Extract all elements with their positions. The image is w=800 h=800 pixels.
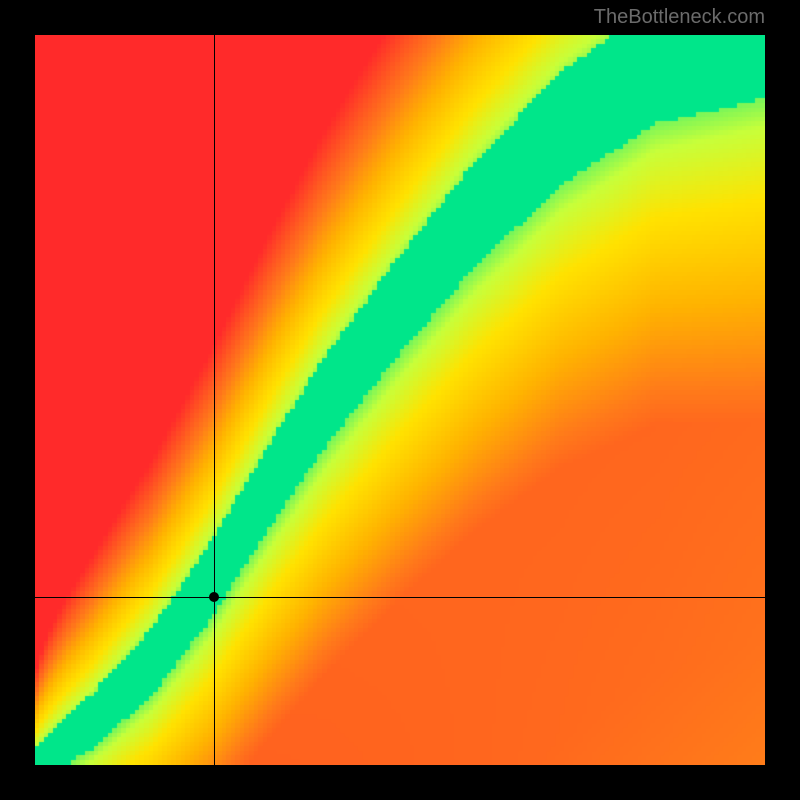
crosshair-vertical bbox=[214, 35, 215, 765]
bottleneck-heatmap bbox=[35, 35, 765, 765]
crosshair-horizontal bbox=[35, 597, 765, 598]
crosshair-marker bbox=[209, 592, 219, 602]
plot-area bbox=[35, 35, 765, 765]
watermark-text: TheBottleneck.com bbox=[594, 6, 765, 29]
